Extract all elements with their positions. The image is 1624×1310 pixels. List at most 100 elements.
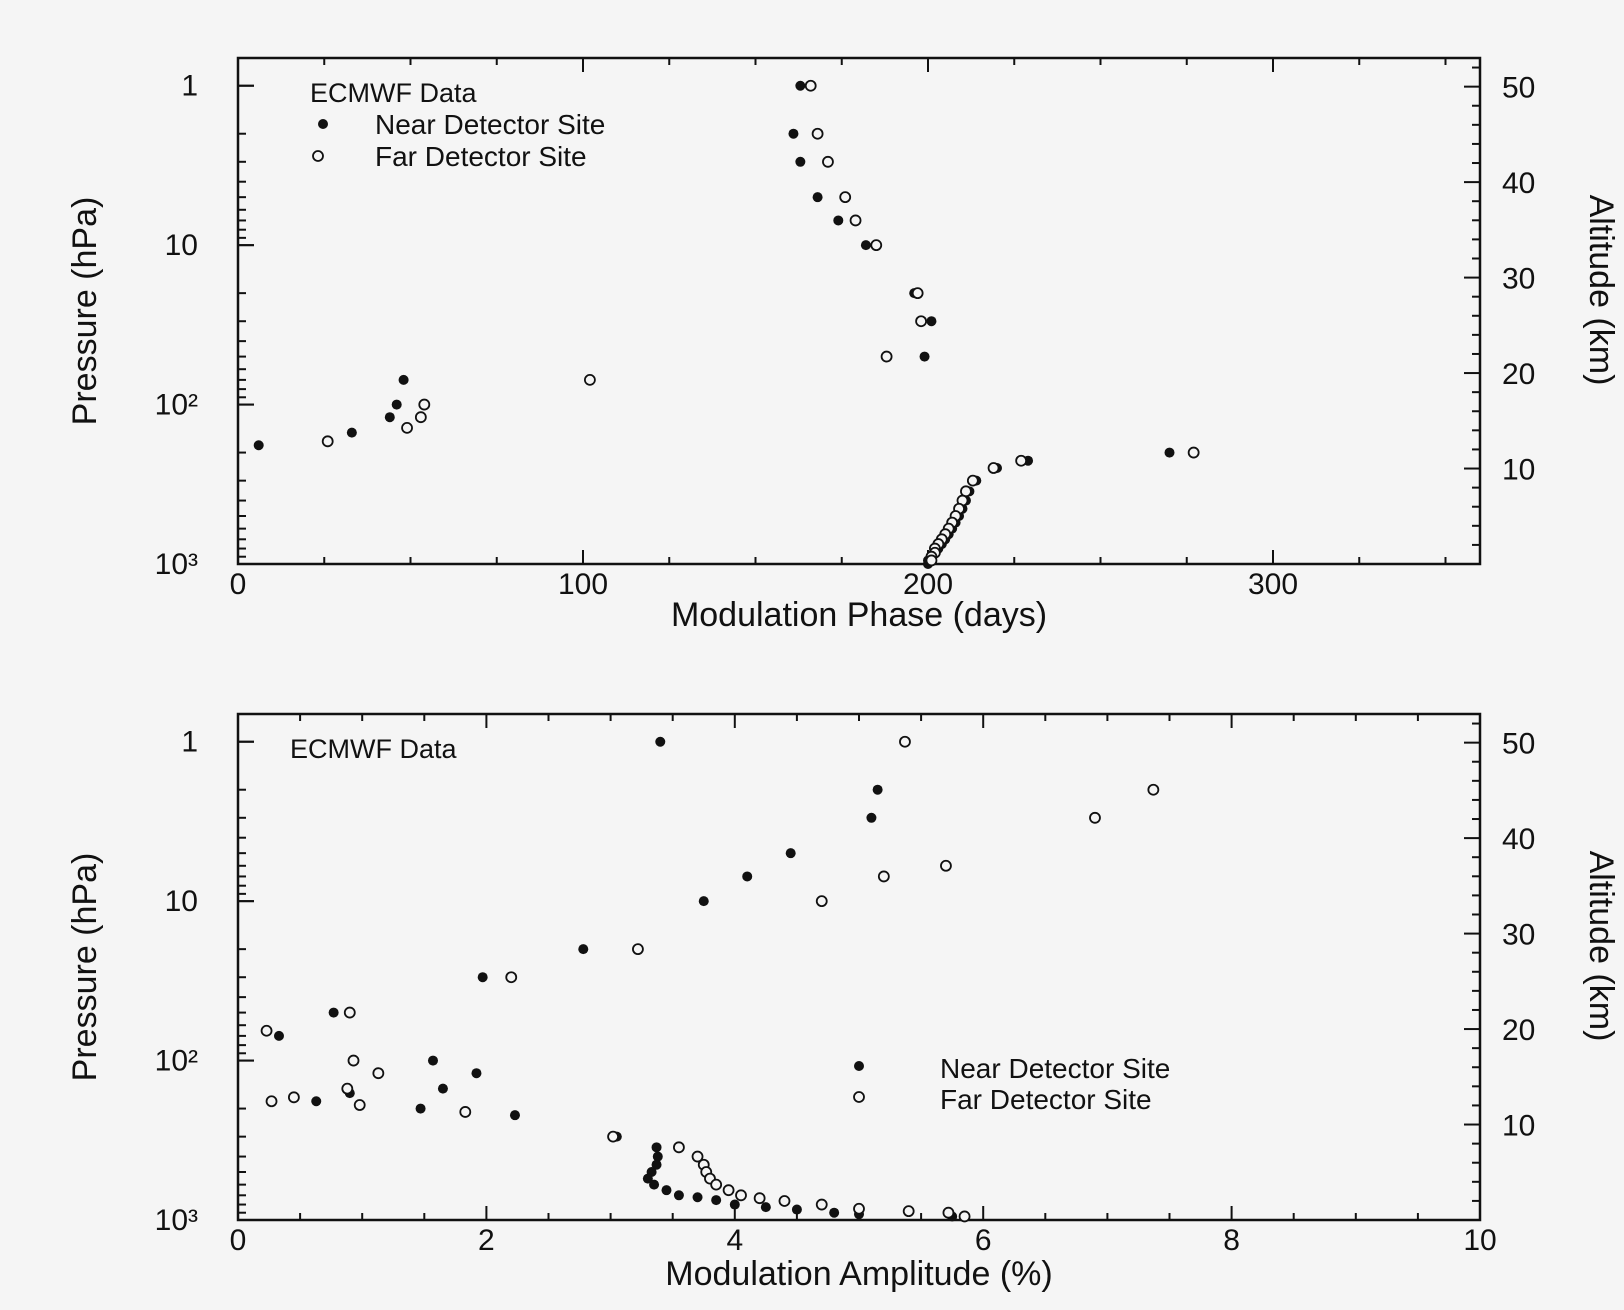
phase-far-point	[839, 191, 852, 204]
phase-x-tick-label: 0	[230, 568, 247, 601]
phase-far-point	[1187, 446, 1200, 459]
amplitude-legend-near-marker	[854, 1061, 864, 1071]
phase-near-point	[398, 374, 409, 385]
amplitude-near-point	[273, 1030, 284, 1041]
amplitude-far-point	[632, 943, 644, 956]
amplitude-far-point	[343, 1006, 356, 1019]
phase-near-point	[1164, 447, 1175, 458]
phase-y-tick-label: 10³	[155, 548, 198, 581]
amplitude-far-point	[853, 1202, 865, 1215]
phase-near-point	[795, 156, 806, 167]
phase-far-point	[414, 411, 427, 424]
phase-far-point	[804, 79, 817, 92]
amplitude-far-point	[1147, 783, 1160, 796]
phase-far-point	[1015, 454, 1028, 467]
amplitude-far-point	[260, 1024, 273, 1037]
amplitude-near-point	[651, 1159, 662, 1170]
amplitude-near-point	[471, 1068, 482, 1079]
amplitude-x-axis-title: Modulation Amplitude (%)	[665, 1255, 1052, 1293]
phase-far-point	[966, 474, 979, 487]
phase-legend-near-marker	[318, 119, 328, 129]
amplitude-legend-far-label: Far Detector Site	[940, 1084, 1152, 1115]
amplitude-near-point	[477, 972, 488, 983]
phase-far-point	[911, 287, 924, 300]
amplitude-far-point	[753, 1192, 766, 1205]
amplitude-y2-tick-label: 20	[1502, 1014, 1535, 1047]
amplitude-x-tick-label: 0	[230, 1224, 247, 1257]
amplitude-far-point	[735, 1189, 747, 1202]
amplitude-far-point	[710, 1178, 723, 1191]
amplitude-near-point	[509, 1110, 520, 1121]
phase-far-point	[915, 315, 927, 328]
phase-y-tick-label: 1	[181, 70, 198, 103]
phase-x-axis-title: Modulation Phase (days)	[671, 596, 1047, 634]
phase-marks	[253, 79, 1200, 569]
amplitude-near-point	[760, 1202, 771, 1213]
amplitude-x-tick-label: 10	[1463, 1224, 1496, 1257]
amplitude-far-point	[265, 1095, 278, 1108]
amplitude-y2-tick-label: 10	[1502, 1110, 1535, 1143]
amplitude-far-point	[815, 1198, 828, 1211]
phase-legend-header: ECMWF Data	[310, 78, 477, 108]
phase-legend-far-label: Far Detector Site	[375, 141, 587, 172]
phase-legend-far-marker	[312, 150, 324, 162]
phase-y2-tick-label: 50	[1502, 72, 1535, 105]
amplitude-far-point	[673, 1141, 685, 1154]
amplitude-near-point	[866, 812, 877, 823]
amplitude-far-point	[942, 1206, 955, 1219]
phase-y-tick-label: 10²	[155, 389, 198, 422]
amplitude-y-axis-title: Pressure (hPa)	[66, 853, 104, 1082]
phase-near-point	[788, 128, 799, 139]
amplitude-y2-tick-label: 50	[1502, 728, 1535, 761]
amplitude-near-point	[673, 1190, 684, 1201]
amplitude-far-point	[815, 895, 828, 908]
amplitude-y-tick-label: 10³	[155, 1204, 198, 1237]
phase-far-point	[822, 155, 834, 168]
phase-far-point	[925, 554, 938, 567]
amplitude-far-point	[722, 1184, 735, 1197]
amplitude-panel: 0 2 4 6 8 10 1 10 10² 10³ 10 20 30 40 50 Modulation Am…	[66, 712, 1620, 1293]
amplitude-far-point	[902, 1205, 915, 1218]
amplitude-near-point	[791, 1204, 802, 1215]
amplitude-far-point	[505, 971, 518, 984]
amplitude-legend-far-marker	[853, 1091, 865, 1103]
amplitude-y-tick-label: 10	[165, 885, 198, 918]
amplitude-x-tick-label: 2	[478, 1224, 495, 1257]
amplitude-far-point	[1089, 811, 1101, 824]
amplitude-near-point	[642, 1173, 653, 1184]
phase-near-point	[926, 316, 937, 327]
phase-x-tick-label: 300	[1248, 568, 1298, 601]
phase-near-point	[860, 240, 871, 251]
phase-x-tick-label: 200	[903, 568, 953, 601]
phase-near-point	[391, 399, 402, 410]
amplitude-far-point	[958, 1210, 971, 1223]
phase-far-point	[849, 214, 862, 227]
amplitude-ticks: 0 2 4 6 8 10 1 10 10² 10³ 10 20 30 40 50	[155, 714, 1535, 1257]
amplitude-x-tick-label: 6	[975, 1224, 992, 1257]
phase-legend-near-label: Near Detector Site	[375, 109, 605, 140]
phase-far-point	[584, 373, 596, 386]
phase-near-point	[253, 440, 264, 451]
amplitude-legend-near-label: Near Detector Site	[940, 1053, 1170, 1084]
phase-ticks: 0 100 200 300 1 10 10² 10³ 10 20 30 40 50	[155, 58, 1535, 601]
amplitude-y2-axis-title: Altitude (km)	[1582, 851, 1620, 1042]
phase-near-point	[812, 192, 823, 203]
amplitude-y2-tick-label: 30	[1502, 919, 1535, 952]
amplitude-far-point	[691, 1150, 704, 1163]
amplitude-far-point	[778, 1195, 791, 1207]
phase-far-point	[418, 398, 431, 411]
amplitude-y-tick-label: 1	[181, 726, 198, 759]
amplitude-near-point	[872, 784, 883, 795]
amplitude-near-point	[829, 1207, 840, 1218]
amplitude-near-point	[711, 1195, 722, 1206]
phase-y2-tick-label: 20	[1502, 358, 1535, 391]
amplitude-far-point	[940, 859, 952, 872]
amplitude-legend-header: ECMWF Data	[290, 734, 457, 764]
phase-near-point	[384, 412, 395, 423]
amplitude-marks	[260, 735, 1160, 1223]
amplitude-near-point	[415, 1103, 426, 1114]
phase-y2-tick-label: 40	[1502, 167, 1535, 200]
phase-near-point	[833, 215, 844, 226]
phase-y2-tick-label: 10	[1502, 454, 1535, 487]
